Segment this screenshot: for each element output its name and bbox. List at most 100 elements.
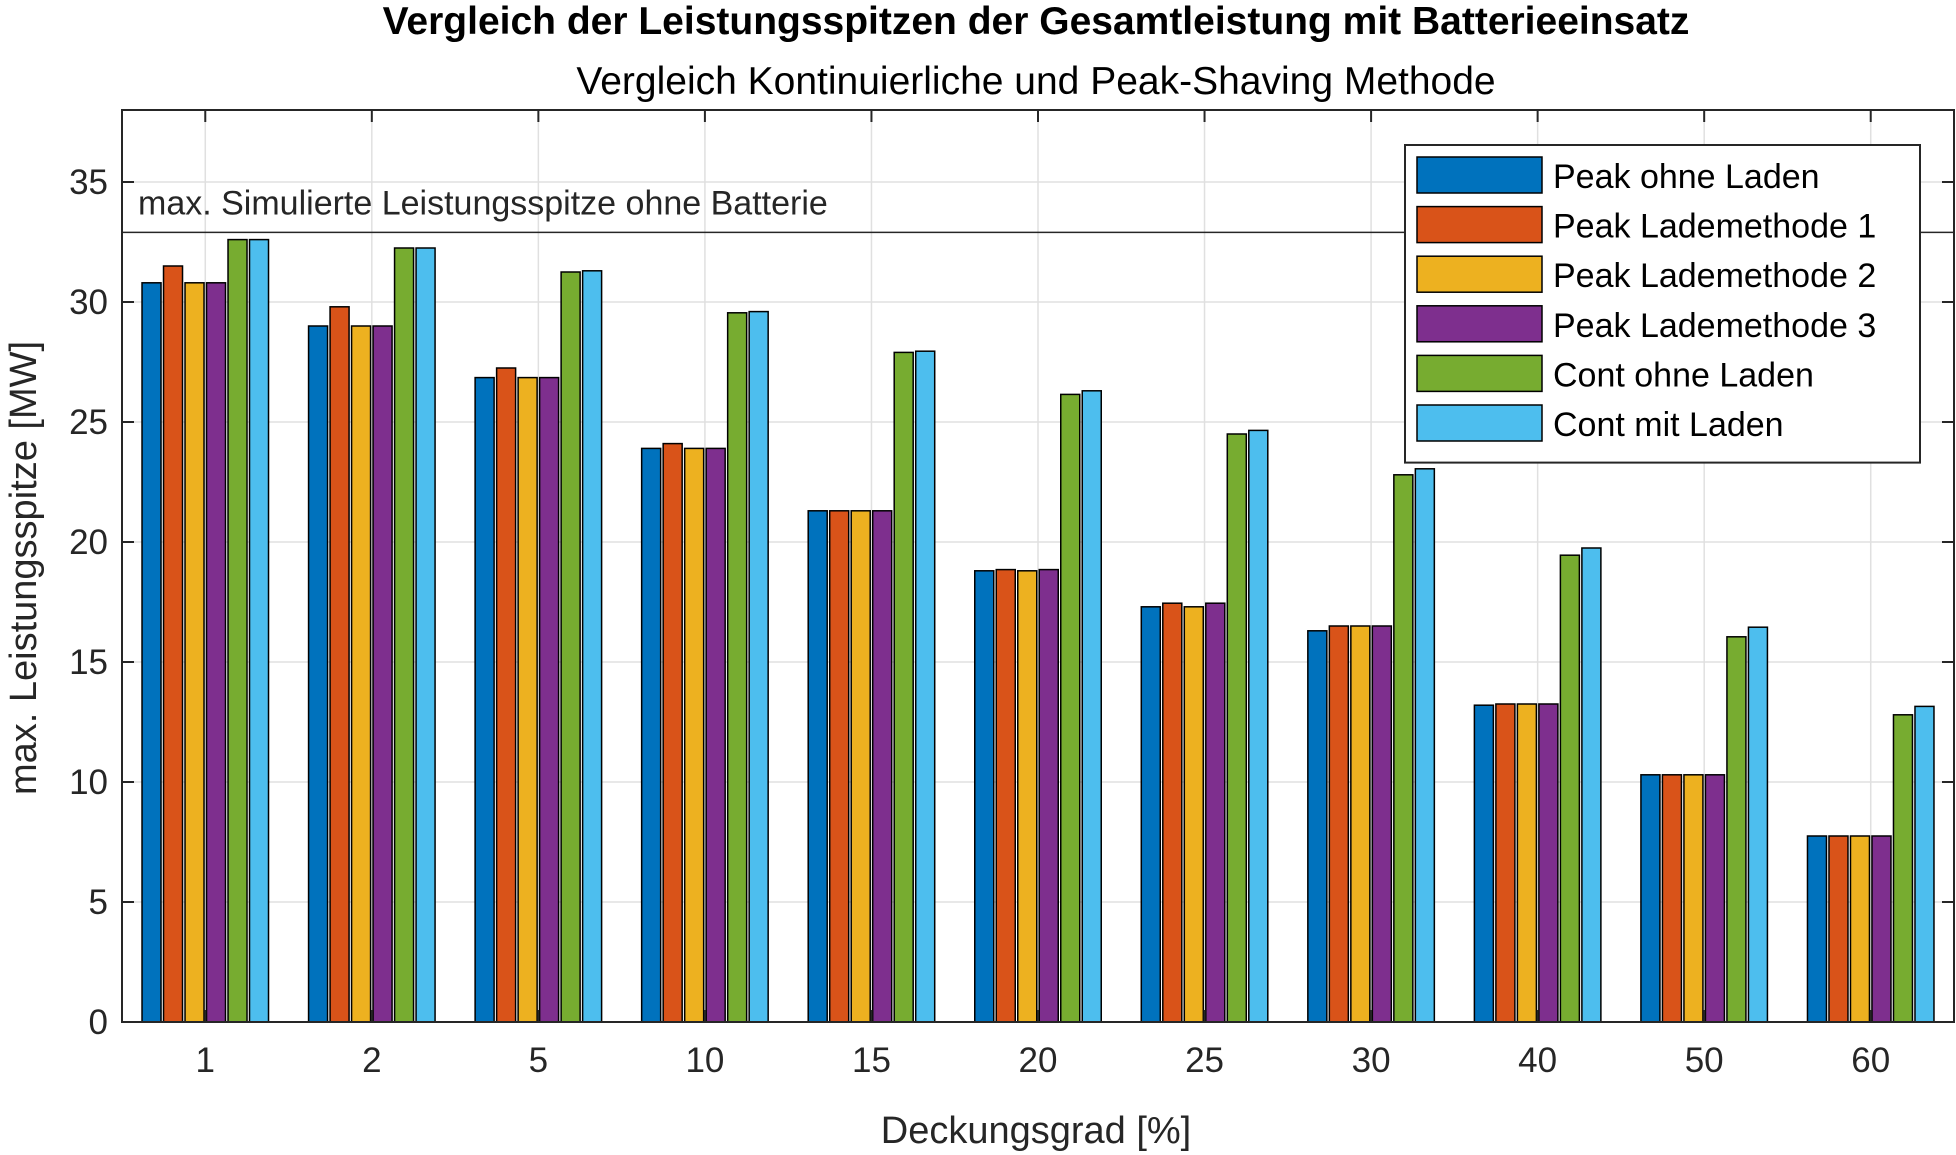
bar <box>1248 429 1269 1023</box>
plot-area: max. Simulierte Leistungsspitze ohne Bat… <box>69 109 1955 1080</box>
bar <box>1871 835 1892 1023</box>
bar <box>1914 705 1935 1023</box>
bar <box>1307 630 1328 1023</box>
bar <box>1806 835 1828 1023</box>
bar <box>1495 703 1516 1023</box>
bar <box>1516 703 1538 1023</box>
bar <box>1205 602 1226 1023</box>
x-tick-label: 25 <box>1185 1041 1224 1080</box>
y-tick-label: 0 <box>89 1003 108 1042</box>
y-tick-label: 5 <box>89 883 108 922</box>
bar <box>1559 554 1581 1023</box>
y-tick-label: 30 <box>69 283 108 322</box>
bar <box>538 376 560 1023</box>
bar <box>141 282 162 1023</box>
bar <box>329 306 350 1023</box>
bar <box>893 351 914 1023</box>
bar <box>581 270 603 1023</box>
bar <box>1747 626 1769 1023</box>
bar <box>1226 433 1248 1023</box>
bar <box>683 447 705 1023</box>
bar <box>1473 704 1495 1023</box>
x-tick-label: 15 <box>852 1041 891 1080</box>
bar <box>1328 625 1350 1023</box>
bar <box>1892 714 1914 1023</box>
legend-label: Peak ohne Laden <box>1553 158 1820 196</box>
bar <box>914 350 936 1023</box>
legend-swatch <box>1416 404 1543 442</box>
bar <box>1038 568 1059 1023</box>
bar <box>748 310 769 1023</box>
bar <box>1140 606 1162 1023</box>
bar <box>1683 774 1704 1023</box>
bar <box>1017 570 1038 1023</box>
bar <box>1726 636 1747 1023</box>
bar <box>1704 774 1726 1023</box>
bar <box>1581 547 1602 1023</box>
bar <box>1661 774 1683 1023</box>
legend-swatch <box>1416 354 1543 393</box>
bar <box>1393 474 1414 1023</box>
bar <box>1849 835 1871 1023</box>
legend-label: Peak Lademethode 1 <box>1553 208 1876 246</box>
reference-line-label: max. Simulierte Leistungsspitze ohne Bat… <box>138 184 828 222</box>
legend-label: Cont ohne Laden <box>1553 356 1814 394</box>
bar <box>1183 606 1205 1023</box>
bar <box>495 367 517 1023</box>
legend-swatch <box>1416 205 1543 244</box>
bar <box>828 510 850 1023</box>
bar <box>474 376 495 1023</box>
bar <box>415 247 436 1023</box>
bar <box>350 325 372 1023</box>
bar <box>517 376 538 1023</box>
bar <box>1828 835 1849 1023</box>
y-tick-label: 25 <box>69 403 108 442</box>
y-tick-label: 20 <box>69 523 108 562</box>
bar <box>726 312 748 1023</box>
bar <box>850 510 871 1023</box>
bar <box>184 282 205 1023</box>
bar <box>995 568 1016 1023</box>
x-tick-label: 1 <box>196 1041 215 1080</box>
legend-label: Cont mit Laden <box>1553 406 1784 444</box>
x-tick-label: 50 <box>1685 1041 1724 1080</box>
bar <box>560 271 581 1023</box>
bar <box>1414 468 1436 1023</box>
chart-title: Vergleich der Leistungsspitzen der Gesam… <box>383 0 1690 43</box>
legend-label: Peak Lademethode 2 <box>1553 257 1876 295</box>
bar <box>974 570 995 1023</box>
bar <box>1162 602 1183 1023</box>
bar <box>807 510 828 1023</box>
x-tick-label: 2 <box>362 1041 381 1080</box>
bar <box>705 447 726 1023</box>
bar <box>1350 625 1371 1023</box>
x-tick-label: 5 <box>529 1041 548 1080</box>
legend-swatch <box>1416 305 1543 343</box>
legend-label: Peak Lademethode 3 <box>1553 307 1876 345</box>
bar <box>1081 390 1102 1023</box>
x-axis-label: Deckungsgrad [%] <box>881 1110 1192 1152</box>
bar <box>393 247 415 1023</box>
bar <box>307 325 329 1023</box>
bar <box>1538 703 1559 1023</box>
bar <box>640 447 662 1023</box>
bar <box>205 282 227 1023</box>
x-tick-label: 20 <box>1019 1041 1058 1080</box>
y-tick-label: 35 <box>69 163 108 202</box>
y-tick-label: 15 <box>69 643 108 682</box>
bar <box>372 325 393 1023</box>
bar <box>1060 393 1081 1023</box>
x-tick-label: 40 <box>1518 1041 1557 1080</box>
bar <box>248 238 270 1023</box>
bar <box>162 265 184 1023</box>
x-tick-label: 30 <box>1352 1041 1391 1080</box>
y-tick-label: 10 <box>69 763 108 802</box>
y-axis-label: max. Leistungsspitze [MW] <box>3 341 45 795</box>
bar <box>1640 774 1661 1023</box>
bar <box>227 238 248 1023</box>
legend-swatch <box>1416 255 1543 293</box>
chart-subtitle: Vergleich Kontinuierliche und Peak-Shavi… <box>576 60 1495 103</box>
x-tick-label: 60 <box>1851 1041 1890 1080</box>
bar <box>1371 625 1393 1023</box>
